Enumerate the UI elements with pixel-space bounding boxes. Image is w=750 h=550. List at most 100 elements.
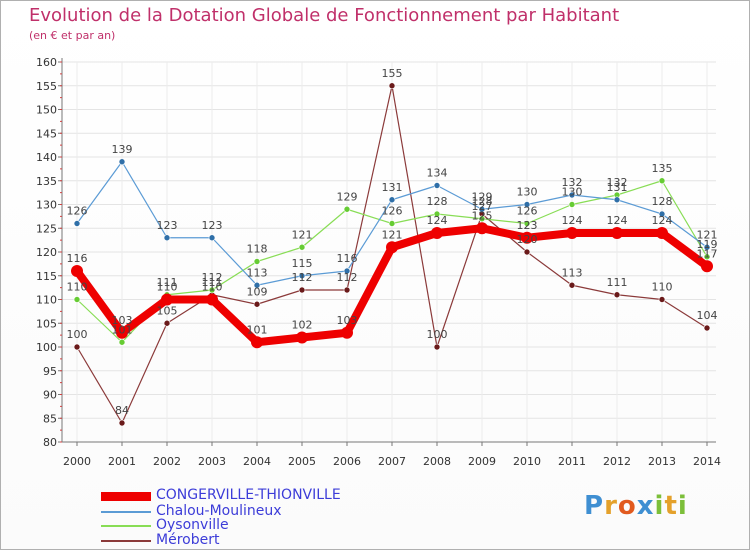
legend-swatch	[101, 540, 151, 542]
data-label: 132	[607, 176, 628, 189]
logo-letter: r	[604, 491, 618, 521]
data-label: 110	[157, 281, 178, 294]
legend-swatch	[101, 492, 151, 501]
data-point	[656, 227, 668, 239]
x-tick-label: 2001	[108, 455, 136, 468]
logo-letter: i	[654, 491, 665, 521]
data-point	[568, 201, 576, 208]
logo-letter: t	[664, 491, 678, 521]
y-tick-label: 120	[36, 246, 57, 259]
data-point	[386, 241, 398, 254]
y-tick-label: 130	[36, 199, 57, 212]
data-label: 102	[292, 319, 313, 332]
data-label: 129	[337, 190, 358, 203]
data-point	[163, 234, 171, 242]
data-label: 111	[202, 276, 223, 289]
data-point	[566, 227, 578, 239]
data-point	[613, 291, 621, 299]
data-point	[161, 293, 173, 306]
data-label: 117	[697, 247, 718, 260]
data-point	[251, 336, 263, 349]
data-label: 120	[517, 233, 538, 246]
data-point	[433, 182, 441, 189]
y-tick-label: 100	[36, 341, 57, 354]
data-label: 84	[115, 404, 129, 417]
data-point	[478, 205, 486, 213]
data-label: 155	[382, 67, 403, 80]
data-point	[73, 296, 81, 303]
data-label: 121	[697, 228, 718, 241]
legend-label: Chalou-Moulineux	[156, 503, 282, 519]
data-point	[118, 158, 126, 166]
x-tick-label: 2013	[648, 455, 676, 468]
logo-letter: x	[636, 491, 655, 521]
data-label: 103	[337, 314, 358, 327]
data-label: 126	[517, 205, 538, 218]
data-point	[658, 177, 666, 185]
data-point	[298, 272, 306, 280]
chart-subtitle: (en € et par an)	[29, 29, 116, 42]
data-point	[118, 338, 126, 346]
data-label: 124	[562, 214, 583, 227]
data-point	[118, 419, 126, 427]
data-label: 112	[202, 271, 223, 284]
data-label: 128	[652, 195, 673, 208]
data-point	[523, 248, 531, 256]
data-label: 118	[247, 243, 268, 256]
data-label: 116	[337, 252, 358, 265]
data-point	[658, 296, 666, 303]
data-label: 123	[202, 219, 223, 232]
data-label: 109	[247, 285, 268, 298]
data-label: 111	[157, 276, 178, 289]
y-tick-label: 145	[36, 127, 57, 140]
x-tick-label: 2010	[513, 455, 541, 468]
data-label: 113	[562, 266, 583, 279]
data-point	[703, 253, 711, 261]
legend-label: CONGERVILLE-THIONVILLE	[156, 487, 341, 503]
data-point	[701, 260, 713, 273]
logo-letter: o	[617, 491, 637, 521]
data-label: 125	[472, 209, 493, 222]
data-label: 101	[112, 323, 133, 336]
data-point	[343, 286, 351, 294]
data-label: 130	[517, 186, 538, 199]
data-point	[296, 331, 308, 344]
legend-label: Mérobert	[156, 532, 220, 548]
data-label: 128	[472, 195, 493, 208]
data-point	[298, 286, 306, 294]
data-label: 129	[472, 190, 493, 203]
data-point	[613, 196, 621, 204]
legend-label: Oysonville	[156, 517, 229, 533]
data-point	[611, 227, 623, 239]
y-tick-label: 155	[36, 80, 57, 93]
data-point	[73, 220, 81, 227]
data-point	[431, 227, 443, 239]
y-tick-label: 150	[36, 104, 57, 117]
y-tick-label: 115	[36, 270, 57, 283]
data-label: 128	[427, 195, 448, 208]
data-label: 103	[112, 314, 133, 327]
data-point	[523, 220, 531, 227]
data-point	[703, 324, 711, 332]
data-label: 126	[382, 205, 403, 218]
data-label: 124	[652, 214, 673, 227]
x-tick-label: 2012	[603, 455, 631, 468]
data-label: 132	[562, 176, 583, 189]
data-point	[208, 234, 216, 242]
y-tick-label: 85	[43, 412, 57, 425]
data-label: 119	[697, 238, 718, 251]
y-tick-label: 135	[36, 175, 57, 188]
data-label: 110	[67, 281, 88, 294]
data-point	[253, 300, 261, 308]
x-tick-label: 2006	[333, 455, 361, 468]
data-label: 135	[652, 162, 673, 175]
data-label: 100	[427, 328, 448, 341]
x-tick-label: 2007	[378, 455, 406, 468]
data-label: 110	[652, 281, 673, 294]
data-label: 123	[517, 219, 538, 232]
data-point	[73, 343, 81, 351]
data-label: 110	[202, 281, 223, 294]
data-label: 112	[337, 271, 358, 284]
data-point	[343, 267, 351, 275]
